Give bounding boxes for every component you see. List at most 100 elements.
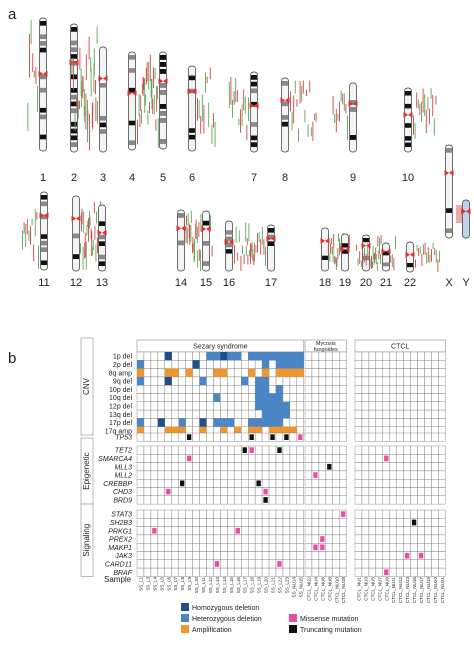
- cell: [289, 534, 298, 544]
- cell: [206, 543, 214, 552]
- cell: [389, 518, 397, 527]
- cell: [157, 495, 166, 505]
- sample-label: CTCL_NU9: [384, 577, 389, 601]
- cell: [157, 393, 166, 403]
- cell: [410, 495, 418, 505]
- sample-axis-label: Sample: [104, 575, 132, 584]
- cell: [213, 487, 221, 497]
- chromosome-body: [128, 51, 136, 151]
- row-jak3: JAK3: [114, 551, 446, 561]
- alteration-mark: [171, 368, 179, 377]
- cell: [417, 526, 425, 536]
- cell: [164, 509, 172, 519]
- cell: [368, 351, 377, 361]
- cell: [311, 401, 320, 411]
- band: [226, 236, 232, 241]
- cell: [389, 479, 397, 488]
- cell: [403, 368, 411, 378]
- cell: [227, 401, 235, 411]
- cell: [213, 409, 221, 419]
- cell: [164, 518, 172, 527]
- chromosome-label: 6: [189, 172, 195, 184]
- cell: [332, 376, 340, 386]
- cell: [234, 559, 242, 569]
- row-label: 17q amp: [105, 428, 132, 435]
- cell: [368, 479, 377, 488]
- cell: [318, 445, 327, 455]
- cell: [178, 360, 186, 369]
- cell: [199, 487, 207, 497]
- cell: [417, 543, 425, 552]
- cell: [382, 351, 390, 361]
- cell: [136, 551, 145, 561]
- cell: [171, 376, 179, 386]
- chromosome-label: 3: [100, 172, 106, 184]
- cell: [417, 360, 425, 369]
- cell: [410, 470, 418, 480]
- band: [41, 240, 47, 246]
- cell: [304, 567, 313, 577]
- cell: [431, 509, 439, 519]
- cell: [431, 495, 439, 505]
- alteration-mark: [263, 497, 268, 503]
- cell: [261, 518, 270, 527]
- centromere: [403, 111, 413, 118]
- cell: [339, 559, 347, 569]
- cell: [410, 454, 418, 463]
- cell: [199, 393, 207, 403]
- band: [363, 238, 369, 243]
- chromosome-1: 1: [27, 17, 48, 184]
- cell: [247, 518, 256, 527]
- alteration-mark: [269, 410, 276, 419]
- alteration-mark: [248, 368, 256, 377]
- cell: [206, 526, 214, 536]
- cell: [325, 526, 334, 536]
- legend-label: Homozygous deletion: [192, 605, 259, 612]
- band: [251, 142, 257, 147]
- cell: [410, 551, 418, 561]
- cell: [424, 551, 432, 561]
- cell: [213, 509, 221, 519]
- cell: [304, 360, 313, 369]
- cell: [368, 509, 377, 519]
- centromere: [361, 242, 371, 249]
- cell: [438, 393, 446, 403]
- cell: [275, 376, 284, 386]
- cell: [227, 495, 235, 505]
- cell: [268, 368, 277, 378]
- cell: [143, 470, 152, 480]
- cell: [325, 479, 334, 488]
- alteration-mark: [276, 385, 283, 394]
- cell: [368, 462, 377, 472]
- cell: [178, 385, 186, 394]
- chromosome-22: 22: [404, 241, 440, 289]
- cell: [354, 534, 363, 544]
- cell: [304, 418, 313, 427]
- cell: [185, 393, 193, 403]
- cell: [275, 509, 284, 519]
- cell: [164, 432, 172, 442]
- band: [71, 101, 77, 107]
- alteration-mark: [234, 426, 242, 435]
- cell: [354, 432, 363, 442]
- sample-label: CTCL_NU5: [370, 577, 375, 601]
- cell: [171, 509, 179, 519]
- centromere: [127, 90, 137, 97]
- alteration-mark: [276, 368, 283, 377]
- cell: [354, 368, 363, 378]
- cell: [431, 351, 439, 361]
- cell: [382, 534, 390, 544]
- band: [203, 220, 209, 226]
- cell: [311, 518, 320, 527]
- alteration-mark: [137, 360, 144, 369]
- cell: [247, 376, 256, 386]
- cell: [178, 351, 186, 361]
- cell: [275, 479, 284, 488]
- cell: [157, 368, 166, 378]
- centromere: [444, 169, 454, 176]
- cell: [275, 487, 284, 497]
- row-label: 12p del: [109, 404, 132, 411]
- cell: [275, 567, 284, 577]
